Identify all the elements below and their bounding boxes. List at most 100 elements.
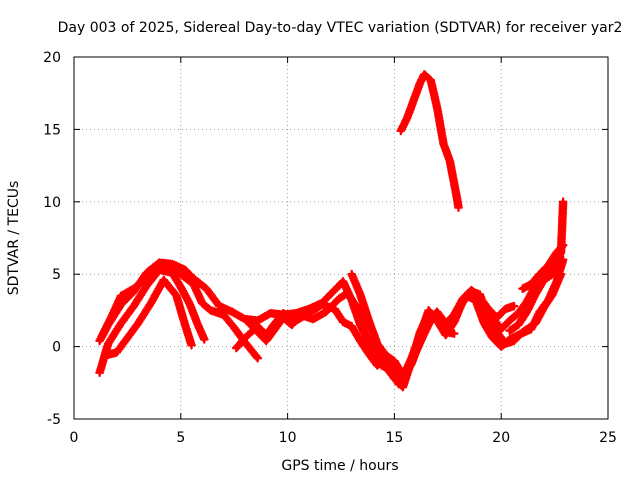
data-point xyxy=(444,321,448,326)
x-tick-label: 0 xyxy=(70,430,79,446)
data-point xyxy=(508,318,512,323)
data-point xyxy=(234,346,238,350)
y-tick-label: 20 xyxy=(43,50,61,66)
data-point xyxy=(516,333,520,337)
data-point xyxy=(145,284,149,288)
data-point xyxy=(473,297,478,301)
data-point xyxy=(358,292,362,297)
data-point xyxy=(418,339,422,343)
data-point xyxy=(232,326,236,330)
data-point xyxy=(209,308,213,312)
data-point xyxy=(516,311,520,315)
data-point xyxy=(247,321,251,326)
data-point xyxy=(550,272,555,276)
data-point xyxy=(350,272,354,276)
x-tick-label: 20 xyxy=(492,430,510,446)
data-point xyxy=(461,297,465,301)
data-point xyxy=(311,317,315,321)
data-point xyxy=(546,263,550,268)
data-point xyxy=(98,339,102,343)
y-tick-label: 15 xyxy=(43,122,61,138)
data-point xyxy=(384,353,388,357)
data-point xyxy=(345,291,350,295)
data-point xyxy=(525,310,529,314)
data-point xyxy=(132,287,136,291)
data-point xyxy=(110,313,115,317)
data-point xyxy=(256,356,260,360)
data-point xyxy=(412,98,416,103)
data-point xyxy=(354,304,358,308)
data-point xyxy=(153,266,157,271)
data-point xyxy=(162,278,166,282)
data-point xyxy=(371,349,375,353)
data-point xyxy=(119,294,123,298)
data-point xyxy=(243,317,247,321)
data-point xyxy=(375,342,379,346)
data-point xyxy=(230,310,234,314)
data-point xyxy=(401,385,405,389)
data-point xyxy=(367,318,371,323)
data-point xyxy=(401,373,405,378)
data-point xyxy=(136,321,140,326)
axis-ticks: 0 5 10 15 20 25 -5 0 5 10 15 20 xyxy=(43,50,617,446)
data-point xyxy=(362,330,367,334)
data-point xyxy=(243,336,247,340)
data-point xyxy=(426,308,431,312)
data-point xyxy=(491,316,495,320)
data-point xyxy=(555,279,559,284)
data-point xyxy=(405,116,409,120)
data-point xyxy=(183,268,187,272)
data-point xyxy=(529,327,533,331)
grid-lines xyxy=(74,57,608,419)
data-point xyxy=(452,313,456,317)
data-point xyxy=(529,282,533,286)
data-point xyxy=(100,334,104,339)
data-point xyxy=(256,330,260,334)
data-point xyxy=(426,318,431,323)
data-point xyxy=(264,339,268,343)
data-point xyxy=(546,298,550,302)
data-point xyxy=(444,333,448,337)
data-point xyxy=(508,337,512,341)
data-point xyxy=(452,331,456,336)
data-point xyxy=(429,78,433,82)
data-point xyxy=(448,159,452,163)
data-point xyxy=(179,285,183,289)
y-tick-label: -5 xyxy=(47,412,61,428)
y-tick-label: 5 xyxy=(52,267,61,283)
data-point xyxy=(183,323,187,327)
data-point xyxy=(187,301,191,305)
data-point xyxy=(456,205,461,210)
y-tick-label: 10 xyxy=(43,195,61,211)
data-point xyxy=(98,371,102,375)
x-tick-label: 25 xyxy=(599,430,617,446)
data-point xyxy=(499,327,503,331)
data-point xyxy=(418,81,422,85)
y-tick-label: 0 xyxy=(52,340,61,356)
data-point xyxy=(454,192,458,197)
data-point xyxy=(508,329,512,333)
series-track xyxy=(95,265,209,378)
data-point xyxy=(192,282,196,286)
data-point xyxy=(204,287,209,291)
data-point xyxy=(495,330,499,334)
series-track xyxy=(518,240,568,294)
data-point xyxy=(221,313,226,317)
data-point xyxy=(106,342,110,346)
data-point xyxy=(441,142,446,146)
data-point xyxy=(422,72,426,76)
data-point xyxy=(200,301,204,305)
data-point xyxy=(140,279,144,284)
x-tick-label: 15 xyxy=(385,430,403,446)
data-point xyxy=(324,310,328,314)
data-point xyxy=(179,272,183,276)
data-point xyxy=(127,333,132,337)
data-point xyxy=(332,288,337,292)
data-point xyxy=(341,320,345,324)
data-point xyxy=(281,316,285,320)
data-point xyxy=(166,263,170,268)
data-point xyxy=(341,279,345,284)
data-point xyxy=(196,323,200,327)
data-point xyxy=(435,106,439,110)
data-point xyxy=(256,318,260,323)
